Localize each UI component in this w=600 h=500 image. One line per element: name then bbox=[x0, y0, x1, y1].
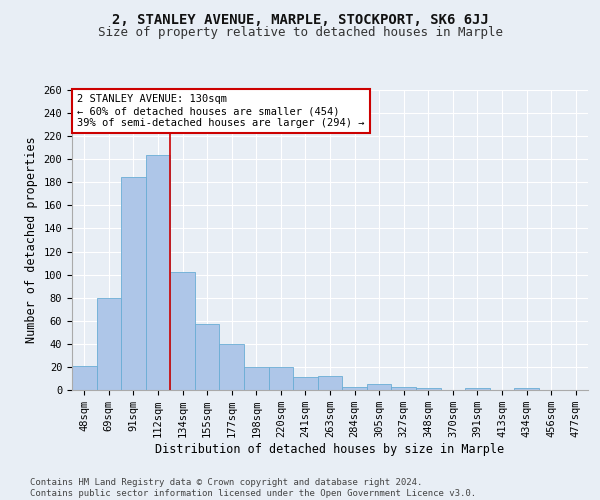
Bar bbox=[97, 298, 121, 390]
Bar bbox=[342, 386, 367, 390]
Bar bbox=[416, 388, 440, 390]
Bar bbox=[269, 367, 293, 390]
Bar bbox=[146, 154, 170, 390]
Bar bbox=[293, 378, 318, 390]
Text: 2, STANLEY AVENUE, MARPLE, STOCKPORT, SK6 6JJ: 2, STANLEY AVENUE, MARPLE, STOCKPORT, SK… bbox=[112, 12, 488, 26]
Bar bbox=[72, 366, 97, 390]
Text: 2 STANLEY AVENUE: 130sqm
← 60% of detached houses are smaller (454)
39% of semi-: 2 STANLEY AVENUE: 130sqm ← 60% of detach… bbox=[77, 94, 365, 128]
Bar bbox=[121, 176, 146, 390]
Bar bbox=[391, 386, 416, 390]
Y-axis label: Number of detached properties: Number of detached properties bbox=[25, 136, 38, 344]
Bar bbox=[318, 376, 342, 390]
X-axis label: Distribution of detached houses by size in Marple: Distribution of detached houses by size … bbox=[155, 443, 505, 456]
Text: Contains HM Land Registry data © Crown copyright and database right 2024.
Contai: Contains HM Land Registry data © Crown c… bbox=[30, 478, 476, 498]
Bar bbox=[170, 272, 195, 390]
Bar bbox=[195, 324, 220, 390]
Bar bbox=[244, 367, 269, 390]
Bar bbox=[514, 388, 539, 390]
Text: Size of property relative to detached houses in Marple: Size of property relative to detached ho… bbox=[97, 26, 503, 39]
Bar bbox=[465, 388, 490, 390]
Bar bbox=[367, 384, 391, 390]
Bar bbox=[220, 344, 244, 390]
